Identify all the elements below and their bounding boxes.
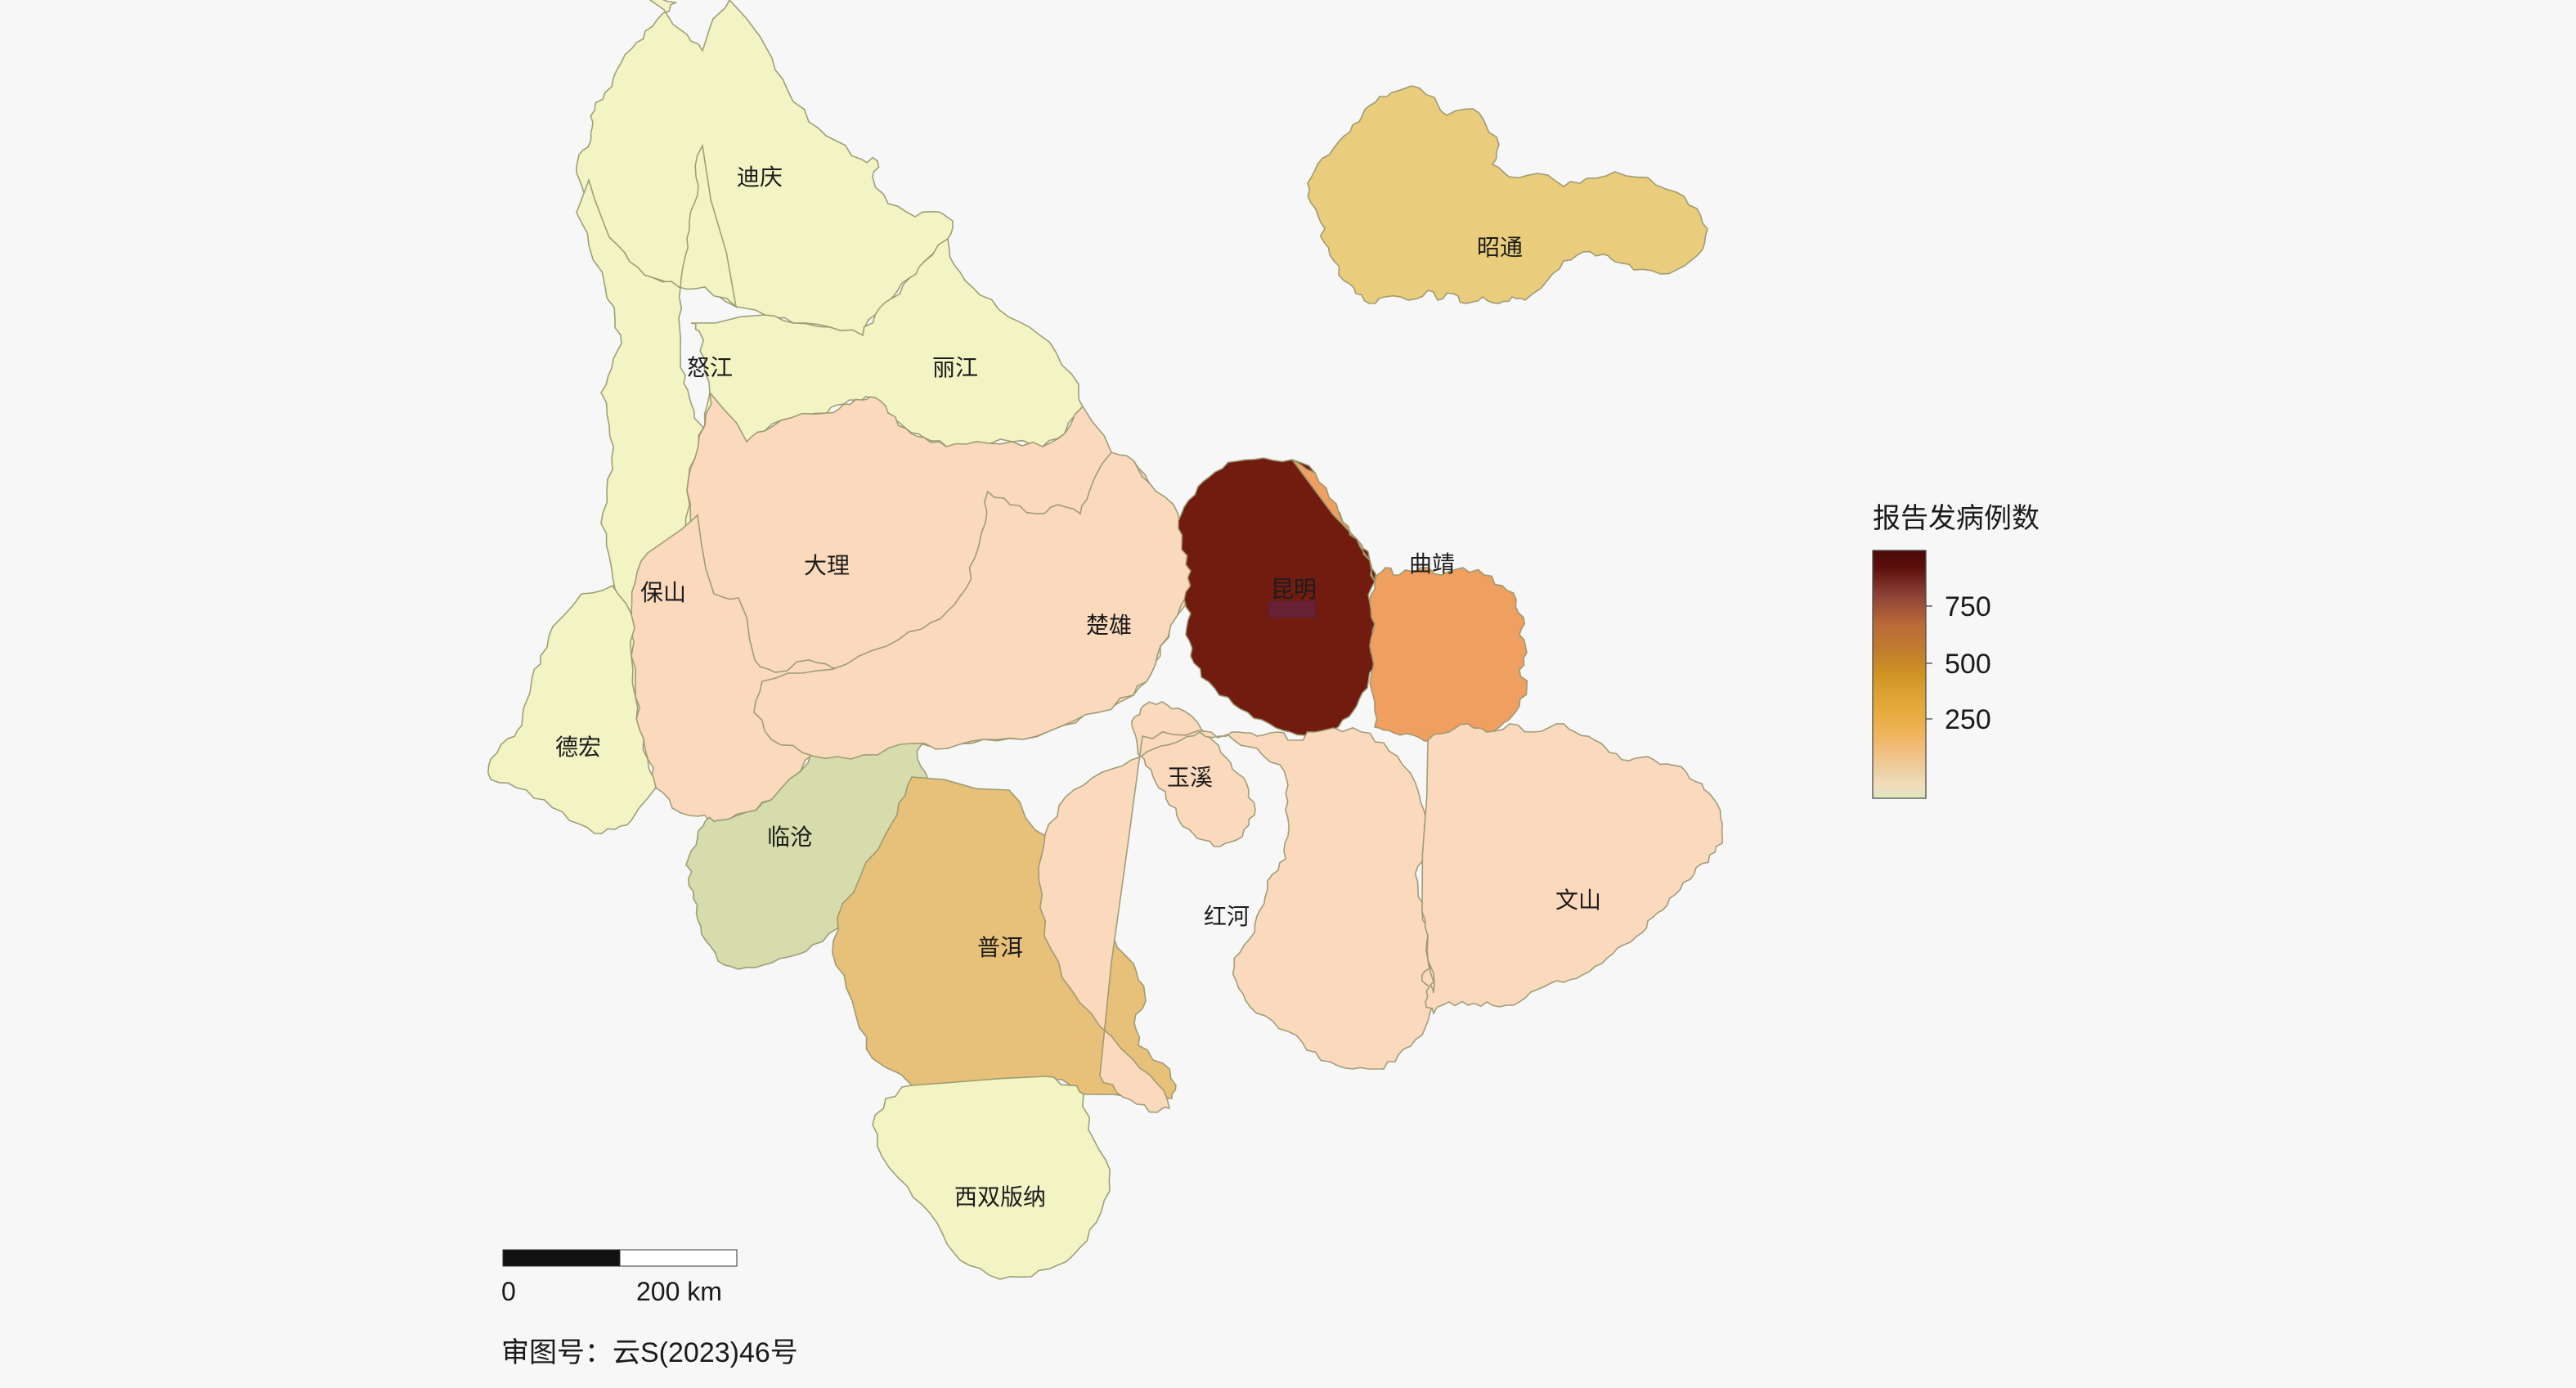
svg-text:普洱: 普洱 bbox=[977, 935, 1023, 960]
svg-text:750: 750 bbox=[1945, 591, 1991, 622]
svg-text:德宏: 德宏 bbox=[555, 734, 601, 760]
svg-text:玉溪: 玉溪 bbox=[1167, 765, 1213, 790]
svg-text:保山: 保山 bbox=[640, 580, 686, 605]
svg-text:曲靖: 曲靖 bbox=[1409, 551, 1455, 577]
svg-text:文山: 文山 bbox=[1555, 887, 1601, 913]
svg-text:0: 0 bbox=[501, 1277, 516, 1306]
svg-text:怒江: 怒江 bbox=[687, 355, 733, 380]
svg-text:审图号：云S(2023)46号: 审图号：云S(2023)46号 bbox=[501, 1337, 798, 1368]
svg-text:西双版纳: 西双版纳 bbox=[954, 1184, 1046, 1210]
svg-text:楚雄: 楚雄 bbox=[1086, 613, 1132, 638]
svg-text:昭通: 昭通 bbox=[1477, 235, 1523, 260]
svg-text:250: 250 bbox=[1945, 704, 1991, 735]
svg-text:200 km: 200 km bbox=[636, 1277, 722, 1306]
svg-text:迪庆: 迪庆 bbox=[737, 164, 783, 190]
svg-text:红河: 红河 bbox=[1204, 904, 1250, 929]
svg-text:临沧: 临沧 bbox=[767, 824, 813, 850]
svg-text:丽江: 丽江 bbox=[932, 355, 978, 380]
svg-text:500: 500 bbox=[1945, 649, 1991, 680]
svg-text:大理: 大理 bbox=[804, 553, 850, 578]
svg-text:昆明: 昆明 bbox=[1271, 577, 1317, 602]
svg-text:报告发病例数: 报告发病例数 bbox=[1873, 503, 2040, 534]
